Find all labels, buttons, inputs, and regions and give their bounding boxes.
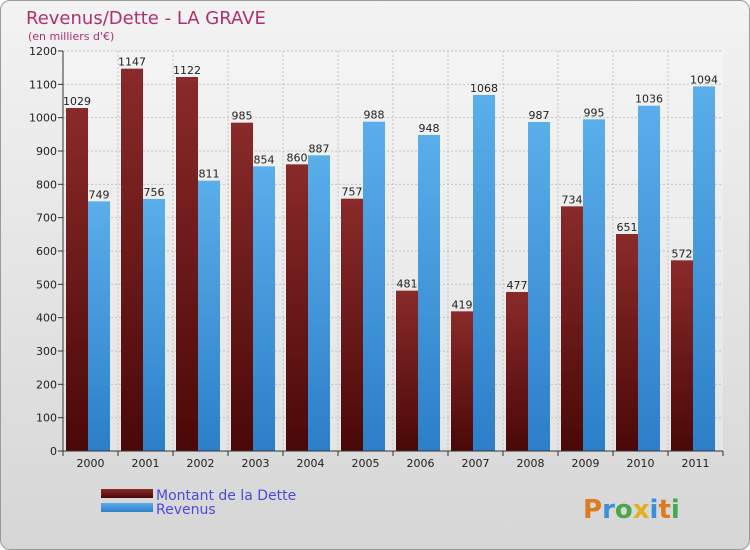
y-tick-label: 1000 [29, 112, 57, 125]
y-tick-label: 800 [36, 178, 57, 191]
x-tick-label: 2009 [572, 457, 600, 470]
x-tick-label: 2010 [627, 457, 655, 470]
bar-value-label: 477 [507, 279, 528, 292]
bars-layer [66, 68, 715, 452]
y-tick-label: 200 [36, 378, 57, 391]
x-tick-label: 2005 [352, 457, 380, 470]
bar-debt-2011 [671, 260, 693, 451]
bar-value-label: 1068 [470, 82, 498, 95]
bar-debt-2009 [561, 206, 583, 451]
bar-debt-2002 [176, 77, 198, 451]
bar-revenus-2008 [528, 122, 550, 451]
legend-swatch-revenus [101, 503, 153, 512]
bar-value-label: 988 [364, 109, 385, 122]
grid-layer [63, 50, 723, 452]
bar-revenus-2009 [583, 119, 605, 451]
y-tick-label: 400 [36, 312, 57, 325]
bar-value-label: 749 [89, 188, 110, 201]
x-tick-label: 2003 [242, 457, 270, 470]
logo-letter: r [602, 495, 615, 525]
x-tick-label: 2007 [462, 457, 490, 470]
y-tick-label: 1200 [29, 45, 57, 58]
bar-debt-2008 [506, 292, 528, 451]
x-tick-label: 2002 [187, 457, 215, 470]
logo-letter: o [615, 495, 633, 525]
bar-value-label: 854 [254, 153, 275, 166]
x-tick-label: 2001 [132, 457, 160, 470]
y-tick-label: 900 [36, 145, 57, 158]
bar-revenus-2001 [143, 199, 165, 451]
bar-value-label: 1122 [173, 64, 201, 77]
bar-value-label: 887 [309, 142, 330, 155]
y-tick-label: 300 [36, 345, 57, 358]
proxiti-logo: Proxiti [583, 495, 680, 525]
bar-value-label: 987 [529, 109, 550, 122]
x-tick-label: 2004 [297, 457, 325, 470]
x-tick-label: 2006 [407, 457, 435, 470]
bar-debt-2006 [396, 290, 418, 451]
chart-subtitle: (en milliers d'€) [28, 30, 114, 43]
bar-value-label: 757 [342, 186, 363, 199]
bar-revenus-2005 [363, 121, 385, 452]
legend-swatch-debt [101, 489, 153, 498]
bar-revenus-2011 [693, 86, 715, 451]
logo-letter: t [658, 495, 670, 525]
bar-value-label: 860 [287, 151, 308, 164]
bar-debt-2007 [451, 311, 473, 451]
bar-revenus-2007 [473, 95, 495, 451]
y-tick-label: 1100 [29, 78, 57, 91]
bar-value-label: 1094 [690, 73, 718, 86]
logo-letter: i [650, 495, 659, 525]
y-tick-label: 500 [36, 278, 57, 291]
bar-revenus-2004 [308, 155, 330, 452]
legend-label-revenus: Revenus [156, 502, 216, 518]
chart-title: Revenus/Dette - LA GRAVE [26, 8, 266, 29]
bar-debt-2004 [286, 164, 308, 452]
bar-value-label: 1029 [63, 95, 91, 108]
bar-value-label: 948 [419, 122, 440, 135]
logo-letter: i [671, 495, 680, 525]
logo-letter: P [583, 495, 602, 525]
bar-revenus-2006 [418, 135, 440, 451]
bar-revenus-2010 [638, 105, 660, 452]
bar-debt-2010 [616, 234, 638, 451]
bar-debt-2005 [341, 198, 363, 451]
bar-value-label: 481 [397, 278, 418, 291]
bar-debt-2001 [121, 68, 143, 452]
bar-revenus-2000 [88, 201, 110, 451]
bar-revenus-2002 [198, 180, 220, 451]
x-tick-label: 2008 [517, 457, 545, 470]
proxiti-logo-text: Proxiti [583, 495, 680, 525]
bar-value-label: 756 [144, 186, 165, 199]
y-tick-label: 100 [36, 412, 57, 425]
axis-layer: 0 100 200 300 400 500 600 700 800 900 1000 1100 1200… [29, 45, 724, 470]
legend-label-debt: Montant de la Dette [156, 488, 296, 504]
bar-value-label: 572 [672, 247, 693, 260]
bar-value-label: 1036 [635, 93, 663, 106]
bar-value-label: 985 [232, 110, 253, 123]
bar-value-label: 995 [584, 106, 605, 119]
bar-debt-2003 [231, 122, 253, 452]
x-tick-label: 2000 [77, 457, 105, 470]
bar-value-label: 651 [617, 221, 638, 234]
logo-letter: x [633, 495, 650, 525]
y-tick-label: 700 [36, 212, 57, 225]
x-tick-label: 2011 [682, 457, 710, 470]
bar-debt-2000 [66, 108, 88, 451]
y-tick-label: 0 [50, 445, 57, 458]
bar-value-label: 734 [562, 193, 583, 206]
bar-revenus-2003 [253, 166, 275, 452]
bar-value-label: 419 [452, 298, 473, 311]
y-tick-label: 600 [36, 245, 57, 258]
bar-value-label: 1147 [118, 56, 146, 69]
bar-value-label: 811 [199, 168, 220, 181]
